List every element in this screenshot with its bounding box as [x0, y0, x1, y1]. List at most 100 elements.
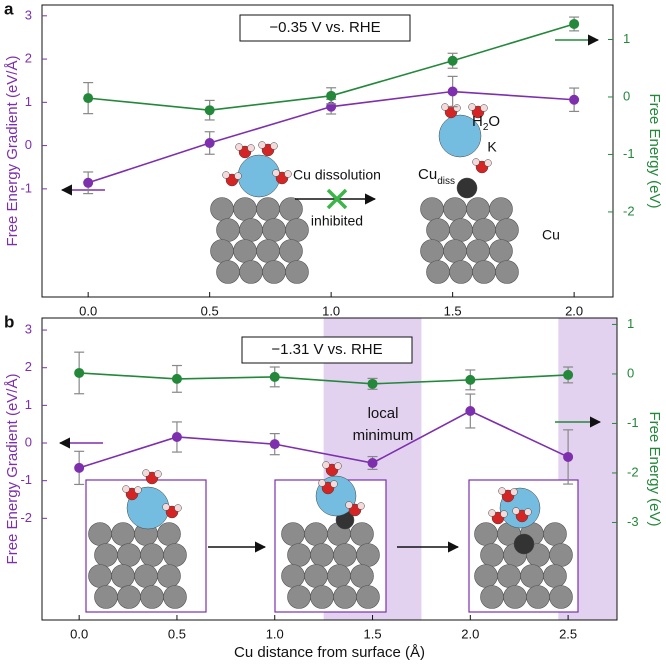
hydrogen	[247, 144, 255, 152]
annotation: K	[487, 139, 497, 155]
cu-atom	[279, 239, 303, 263]
cu-atom	[489, 197, 513, 221]
cu-atom	[549, 585, 573, 609]
series-line	[79, 372, 569, 385]
plot-frame	[41, 4, 614, 298]
annotation: Cu dissolution	[293, 167, 381, 183]
annotation-sub: diss	[437, 176, 455, 187]
cu-atom	[333, 543, 357, 567]
y2-axis-label: Free Energy (eV)	[646, 411, 663, 526]
cu-atom	[449, 260, 473, 284]
inhibit-cross	[326, 188, 348, 210]
cu-atom	[210, 239, 234, 263]
cu-atom	[117, 543, 141, 567]
cu-atom	[285, 260, 309, 284]
k-ion	[237, 154, 281, 198]
annotation-sub: 2	[483, 122, 489, 133]
cu-atom	[304, 564, 328, 588]
annotation-part: H	[472, 113, 483, 130]
cu-atom	[503, 585, 527, 609]
annotation: minimum	[353, 427, 414, 444]
cu-atom	[420, 197, 444, 221]
y-axis-label: Free Energy Gradient (eV/Å)	[4, 374, 21, 565]
cu-atom	[157, 522, 181, 546]
cu-atom	[495, 218, 519, 242]
y2-tick-label: -1	[627, 415, 639, 430]
x-axis-label: Cu distance from surface (Å)	[234, 644, 425, 661]
data-point	[204, 105, 215, 116]
hydrogen	[500, 510, 508, 518]
y2-tick-label: -1	[623, 146, 635, 161]
cu-diss-atom	[456, 177, 478, 199]
cu-atom	[310, 585, 334, 609]
data-point	[83, 93, 94, 104]
hydrogen	[468, 103, 476, 111]
y-tick-label: 2	[25, 359, 32, 374]
data-point	[171, 373, 182, 384]
cu-atom	[94, 543, 118, 567]
data-point	[367, 378, 378, 389]
cu-atom	[480, 585, 504, 609]
cu-atom	[281, 564, 305, 588]
y-tick-label: 0	[25, 434, 32, 449]
y2-axis-label: Free Energy (eV)	[646, 93, 663, 208]
hydrogen	[345, 501, 353, 509]
y-tick-label: 2	[25, 51, 32, 66]
data-point	[563, 369, 574, 380]
cu-atom	[140, 543, 164, 567]
data-point	[171, 431, 182, 442]
data-point	[269, 371, 280, 382]
title-box	[239, 14, 411, 42]
hydrogen	[357, 502, 365, 510]
y-tick-label: 3	[25, 321, 32, 336]
cu-atom	[472, 260, 496, 284]
cu-atom	[466, 197, 490, 221]
cu-atom	[350, 522, 374, 546]
cu-atom	[495, 260, 519, 284]
hydrogen	[472, 158, 480, 166]
cu-atom	[333, 585, 357, 609]
cu-atom	[117, 585, 141, 609]
cu-atom	[281, 522, 305, 546]
cu-atom	[88, 564, 112, 588]
y-tick-label: 0	[25, 137, 32, 152]
cu-atom	[233, 197, 257, 221]
cu-atom	[256, 239, 280, 263]
hydrogen	[134, 486, 142, 494]
cu-atom	[443, 197, 467, 221]
data-point	[83, 177, 94, 188]
hydrogen	[330, 480, 338, 488]
data-point	[465, 406, 476, 417]
cu-atom	[466, 239, 490, 263]
y2-tick-label: 1	[623, 31, 630, 46]
data-point	[569, 18, 580, 29]
x-tick-label: 0.5	[201, 303, 219, 318]
cu-atom	[279, 197, 303, 221]
cu-atom	[497, 564, 521, 588]
cu-atom	[216, 218, 240, 242]
cu-atom	[163, 585, 187, 609]
cu-atom	[310, 543, 334, 567]
cu-atom	[94, 585, 118, 609]
hydrogen	[510, 488, 518, 496]
x-tick-label: 1.0	[322, 303, 340, 318]
annotation-part: O	[488, 113, 500, 130]
hydrogen	[322, 461, 330, 469]
data-point	[465, 374, 476, 385]
cu-atom	[472, 218, 496, 242]
cu-atom	[426, 260, 450, 284]
data-point	[204, 137, 215, 148]
y-tick-label: -1	[20, 180, 32, 195]
y-tick-label: -1	[20, 472, 32, 487]
x-tick-label: 1.0	[266, 626, 284, 641]
cu-atom	[262, 260, 286, 284]
hydrogen	[222, 171, 230, 179]
x-tick-label: 1.5	[444, 303, 462, 318]
data-point	[563, 451, 574, 462]
cu-atom	[526, 585, 550, 609]
x-tick-label: 1.5	[363, 626, 381, 641]
y2-tick-label: 1	[627, 316, 634, 331]
data-point	[326, 90, 337, 101]
hydrogen	[174, 504, 182, 512]
